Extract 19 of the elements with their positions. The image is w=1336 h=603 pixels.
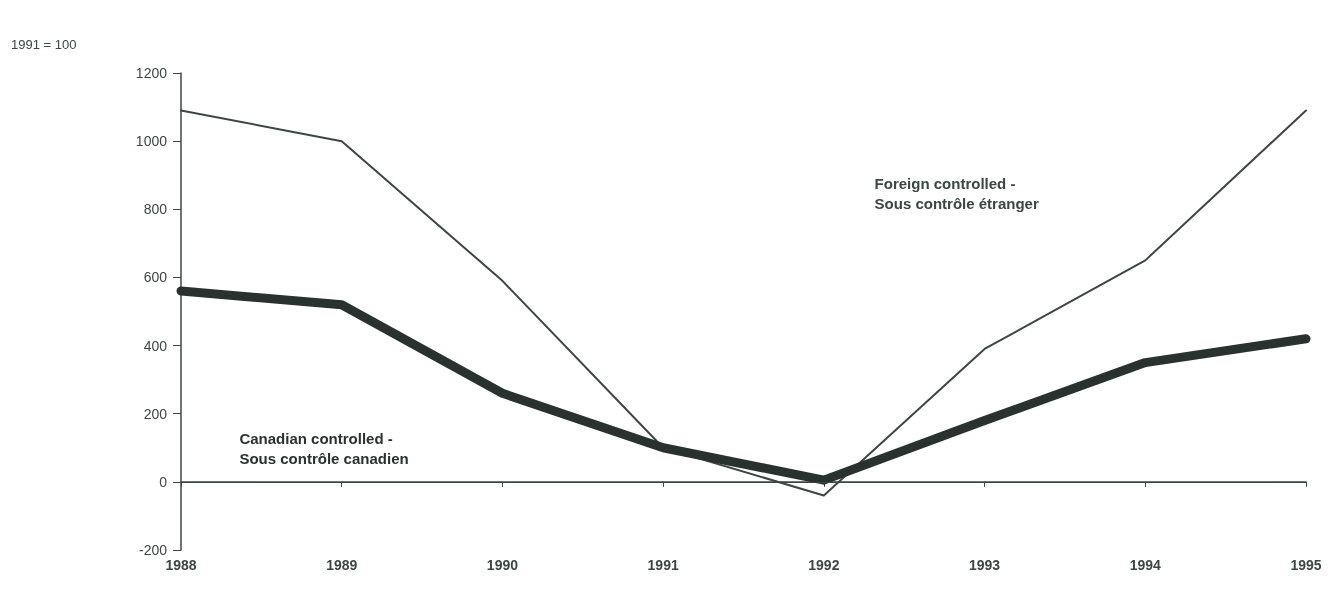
text: Canadian controlled - Sous contrôle canadien [239,429,409,467]
y-tick-label: -200 [138,542,168,558]
y-tick-label: 600 [143,269,168,286]
text: Foreign controlled - Sous contrôle étranger [874,175,1039,213]
x-tick-label: 1990 [486,557,519,573]
x-tick-label: 1993 [968,557,1001,573]
y-axis-title: 1991 = 100 [11,37,77,52]
y-tick-label: 400 [143,337,168,354]
x-tick-label: 1989 [326,557,358,573]
y-tick-label: 0 [159,473,168,490]
x-tick-label: 1994 [1129,557,1162,573]
y-tick-label: 1000 [135,133,168,150]
x-tick-label: 1991 [647,557,679,573]
y-tick-label: 1200 [135,65,168,81]
x-tick-label: 1995 [1290,557,1322,573]
y-tick-label: 200 [143,405,168,422]
x-tick-label: 1992 [808,557,840,573]
x-tick-label: 1988 [165,557,197,573]
y-tick-label: 800 [143,201,168,218]
